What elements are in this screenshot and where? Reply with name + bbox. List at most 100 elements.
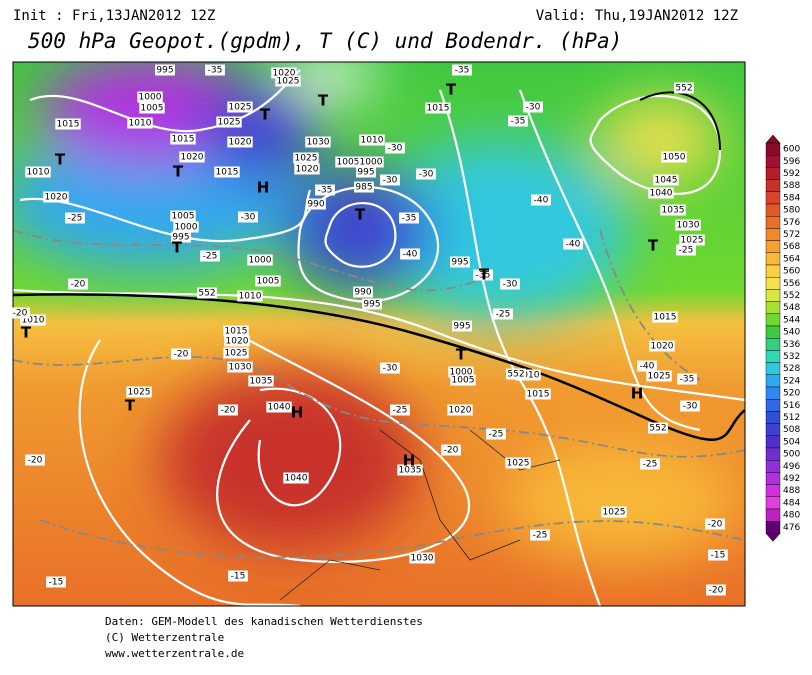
contour-label: 1015 — [527, 390, 550, 400]
contour-label: 1010 — [517, 371, 540, 381]
label-box — [506, 368, 526, 380]
contour-label: -40 — [403, 250, 418, 260]
label-box — [390, 404, 410, 416]
colorbar-swatch — [765, 301, 781, 315]
label-box — [216, 116, 242, 128]
contour-label: -25 — [679, 246, 694, 256]
label-box — [283, 472, 309, 484]
label-box — [137, 91, 163, 103]
label-box — [425, 102, 451, 114]
colorbar-label: 576 — [783, 218, 800, 228]
contour-label: 1005 — [337, 158, 360, 168]
colorbar-label: 572 — [783, 230, 800, 240]
label-box — [200, 250, 220, 262]
label-box — [205, 64, 225, 76]
contour-label: 1020 — [229, 138, 252, 148]
contour-label: 1000 — [139, 93, 162, 103]
contour-label: -40 — [566, 240, 581, 250]
contour-label: -25 — [393, 406, 408, 416]
label-box — [563, 238, 583, 250]
colorbar-swatch — [765, 154, 781, 168]
contour-label: 1020 — [651, 342, 674, 352]
label-box — [227, 136, 253, 148]
pressure-center: T — [173, 163, 184, 181]
label-box — [473, 269, 493, 281]
pressure-center: T — [125, 397, 136, 415]
contour-label: -25 — [496, 310, 511, 320]
label-box — [515, 369, 541, 381]
pressure-center: H — [291, 404, 304, 422]
label-box — [179, 151, 205, 163]
colorbar-label: 504 — [783, 437, 800, 447]
colorbar-label: 480 — [783, 511, 800, 521]
contour-label: 1025 — [507, 459, 530, 469]
contour-label: -30 — [241, 213, 256, 223]
contour-label: 1025 — [128, 388, 151, 398]
footer-url: www.wetterzentrale.de — [105, 647, 244, 660]
pressure-center: T — [456, 346, 467, 364]
label-box — [223, 325, 249, 337]
label-box — [677, 373, 697, 385]
label-box — [675, 219, 701, 231]
init-time: Init : Fri,13JAN2012 12Z — [13, 8, 215, 24]
colorbar-label: 540 — [783, 328, 800, 338]
colorbar-label: 512 — [783, 413, 800, 423]
colorbar-swatch — [765, 325, 781, 339]
contour-label: -25 — [203, 252, 218, 262]
colorbar-swatch — [765, 423, 781, 437]
contour-label: 1005 — [141, 104, 164, 114]
colorbar-swatch — [765, 142, 781, 156]
colorbar-swatch — [765, 179, 781, 193]
label-box — [197, 287, 217, 299]
contour-label: -35 — [455, 66, 470, 76]
contour-label: 1015 — [427, 104, 450, 114]
label-box — [25, 166, 51, 178]
colorbar-swatch — [765, 203, 781, 217]
label-box — [409, 552, 435, 564]
contour-label: 1005 — [452, 376, 475, 386]
colorbar-label: 524 — [783, 376, 800, 386]
contour-label: -25 — [68, 214, 83, 224]
contour-label: 1040 — [268, 403, 291, 413]
contour-label: 1030 — [411, 554, 434, 564]
colorbar-swatch — [765, 374, 781, 388]
contour-label: -35 — [511, 117, 526, 127]
colorbar-label: 532 — [783, 352, 800, 362]
colorbar-swatch — [765, 264, 781, 278]
label-box — [674, 82, 694, 94]
label-box — [43, 191, 69, 203]
colorbar-swatch — [765, 521, 781, 534]
contour-label: -15 — [231, 572, 246, 582]
contour-label: 1020 — [449, 406, 472, 416]
colorbar-swatch — [765, 215, 781, 229]
pressure-center: T — [479, 266, 490, 284]
label-box — [708, 549, 728, 561]
label-box — [127, 117, 153, 129]
label-box — [530, 529, 550, 541]
label-box — [452, 320, 472, 332]
colorbar-cap — [765, 134, 781, 144]
label-box — [224, 335, 250, 347]
label-box — [238, 211, 258, 223]
label-box — [227, 101, 253, 113]
label-box — [525, 388, 551, 400]
label-box — [486, 428, 506, 440]
label-box — [380, 174, 400, 186]
map-labels: 9951000100510101015101510201015102010251… — [10, 64, 728, 596]
label-box — [416, 168, 436, 180]
pressure-center: T — [260, 106, 271, 124]
contour-label: 1025 — [229, 103, 252, 113]
label-box — [448, 366, 474, 378]
contour-label: -35 — [476, 271, 491, 281]
pressure-center: T — [648, 237, 659, 255]
label-box — [335, 156, 361, 168]
contour-label: 1025 — [681, 236, 704, 246]
contour-label: 1030 — [229, 363, 252, 373]
contour-label: 995 — [451, 258, 468, 268]
label-box — [362, 298, 382, 310]
contour-label: 1000 — [175, 223, 198, 233]
colorbar-label: 476 — [783, 523, 800, 533]
contour-label: 1015 — [216, 168, 239, 178]
pressure-center: T — [446, 81, 457, 99]
contour-label: -20 — [71, 280, 86, 290]
